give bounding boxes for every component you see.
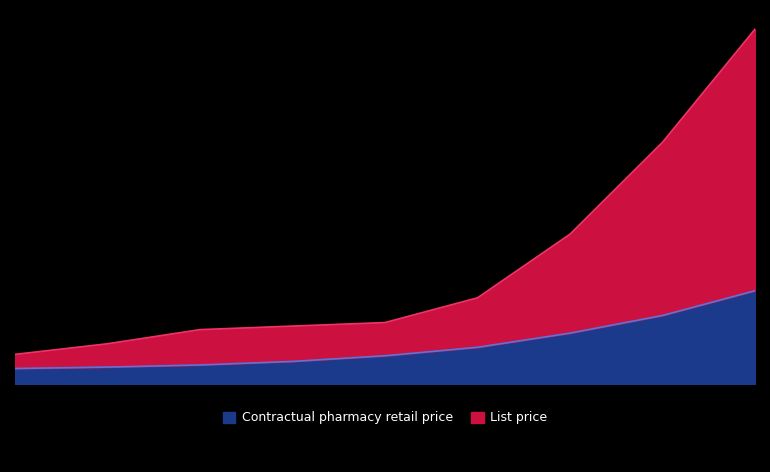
- Legend: Contractual pharmacy retail price, List price: Contractual pharmacy retail price, List …: [218, 406, 552, 430]
